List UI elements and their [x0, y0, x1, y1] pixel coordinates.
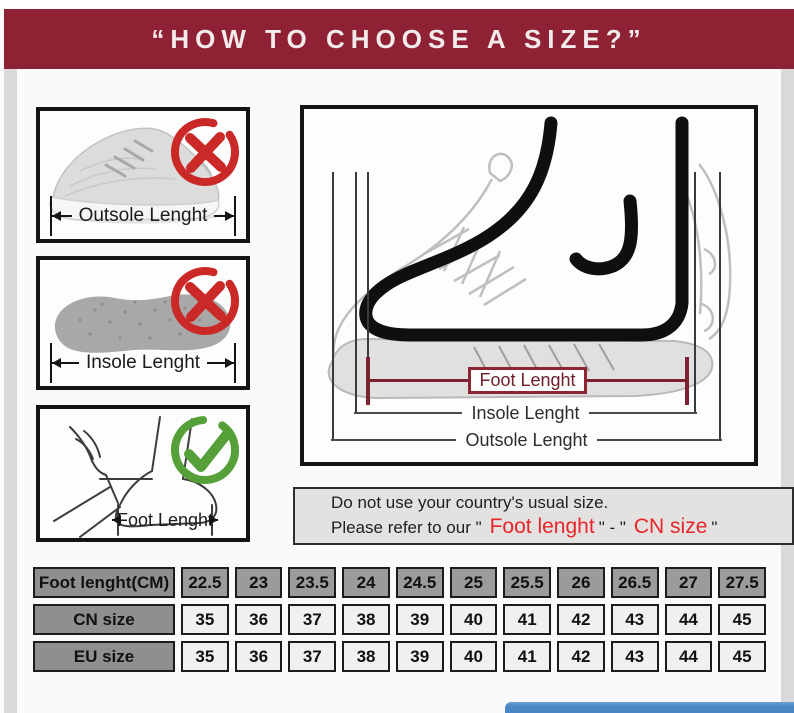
table-cell: 23.5 — [288, 567, 337, 598]
diagram-panel: Foot Lenght Insole Lenght Outsole Lenght — [300, 105, 758, 466]
arrow-left-icon — [112, 515, 121, 525]
table-cell: 24.5 — [395, 567, 444, 598]
measure-line — [596, 439, 722, 441]
note-line2-prefix: Please refer to our " — [331, 518, 482, 537]
left-margin — [4, 69, 17, 713]
table-cell: 26.5 — [610, 567, 659, 598]
note-line2: Please refer to our " Foot lenght " - " … — [331, 515, 792, 539]
note-foot-length-highlight: Foot lenght — [489, 515, 595, 538]
arrow-right-icon — [207, 358, 234, 368]
foot-measure-illustration — [53, 416, 218, 538]
table-cell: 39 — [395, 604, 444, 635]
table-cell: 35 — [181, 641, 229, 672]
table-cell: 43 — [610, 641, 659, 672]
table-cell: 38 — [342, 641, 390, 672]
outsole-length-label: Outsole Lenght — [78, 205, 208, 226]
table-row: Foot lenght(CM) 22.5 23 23.5 24 24.5 25 25.5 26 2… — [33, 567, 766, 598]
table-cell: 41 — [503, 641, 552, 672]
insole-length-measure: Insole Lenght — [50, 343, 236, 383]
row-header-cell: Foot lenght(CM) — [33, 567, 175, 598]
measure-tick — [234, 343, 236, 383]
note-line2-suffix: " — [711, 518, 718, 537]
page-title: “HOW TO CHOOSE A SIZE?” — [151, 23, 647, 54]
table-cell: 37 — [288, 641, 337, 672]
arrow-left-icon — [52, 211, 72, 221]
table-cell: 38 — [342, 604, 390, 635]
table-cell: 22.5 — [181, 567, 229, 598]
measure-line — [586, 378, 690, 382]
diagram-insole-length-measure: Insole Lenght — [354, 400, 697, 426]
note-panel: Do not use your country's usual size. Pl… — [293, 487, 794, 545]
table-cell: 40 — [449, 641, 498, 672]
table-cell: 44 — [664, 604, 713, 635]
insole-illustration — [54, 294, 231, 353]
horizontal-scrollbar[interactable] — [505, 702, 794, 713]
table-row: EU size 35 36 37 38 39 40 41 42 43 44 45 — [33, 641, 766, 672]
measure-tick — [50, 343, 52, 383]
panel-outsole-length: Outsole Lenght — [36, 107, 250, 243]
table-cell: 43 — [610, 604, 659, 635]
x-mark-icon — [171, 118, 239, 186]
panel-insole-length: Insole Lenght — [36, 256, 250, 390]
diagram-insole-length-label: Insole Lenght — [462, 402, 589, 424]
note-line1: Do not use your country's usual size. — [331, 493, 609, 512]
foot-length-label: Foot Lenght — [116, 509, 214, 530]
row-header-cell: CN size — [33, 604, 175, 635]
outsole-length-measure: Outsole Lenght — [50, 196, 236, 236]
foot-outline — [359, 116, 689, 342]
row-header-cell: EU size — [33, 641, 175, 672]
note-line2-separator: " - " — [598, 518, 626, 537]
measure-tick — [50, 196, 52, 236]
arrow-left-icon — [52, 358, 79, 368]
check-mark-icon — [171, 416, 239, 484]
table-cell: 40 — [449, 604, 498, 635]
table-cell: 35 — [181, 604, 229, 635]
panel-foot-length: Foot Lenght — [36, 405, 250, 542]
table-cell: 36 — [234, 641, 283, 672]
table-cell: 44 — [664, 641, 713, 672]
header-banner: “HOW TO CHOOSE A SIZE?” — [4, 9, 794, 69]
table-cell: 45 — [718, 604, 766, 635]
diagram-foot-length-measure: Foot Lenght — [366, 364, 690, 396]
measure-line — [331, 439, 457, 441]
diagram-outsole-length-label: Outsole Lenght — [456, 429, 597, 451]
table-cell: 39 — [395, 641, 444, 672]
table-cell: 37 — [288, 604, 337, 635]
table-cell: 25 — [449, 567, 498, 598]
table-cell: 27.5 — [718, 567, 766, 598]
top-margin — [0, 0, 794, 9]
diagram-foot-length-label: Foot Lenght — [468, 366, 587, 394]
table-cell: 45 — [718, 641, 766, 672]
measure-guides — [332, 172, 721, 440]
table-cell: 42 — [557, 641, 605, 672]
table-cell: 25.5 — [503, 567, 552, 598]
insole-length-label: Insole Lenght — [85, 352, 201, 373]
table-cell: 42 — [557, 604, 605, 635]
measure-line — [588, 412, 697, 414]
right-margin — [781, 69, 794, 713]
table-cell: 27 — [664, 567, 713, 598]
table-cell: 26 — [557, 567, 605, 598]
measure-line — [354, 412, 463, 414]
foot-length-measure: Foot Lenght — [112, 507, 219, 533]
size-table: Foot lenght(CM) 22.5 23 23.5 24 24.5 25 25.5 26 2… — [33, 567, 766, 678]
table-cell: 23 — [234, 567, 283, 598]
table-cell: 36 — [234, 604, 283, 635]
diagram-outsole-length-measure: Outsole Lenght — [331, 427, 722, 453]
table-row: CN size 35 36 37 38 39 40 41 42 43 44 45 — [33, 604, 766, 635]
arrow-right-icon — [209, 515, 219, 525]
table-cell: 41 — [503, 604, 552, 635]
note-cn-size-highlight: CN size — [633, 515, 708, 538]
measure-tick — [234, 196, 236, 236]
x-mark-icon — [171, 267, 239, 335]
table-cell: 24 — [342, 567, 390, 598]
arrow-right-icon — [214, 211, 234, 221]
measure-line — [366, 378, 469, 382]
